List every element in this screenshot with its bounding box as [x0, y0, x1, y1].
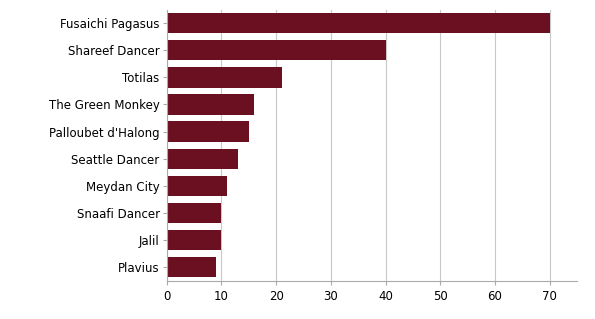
Bar	[167, 122, 249, 142]
Bar	[167, 203, 221, 223]
Bar	[167, 94, 254, 115]
Bar	[167, 176, 227, 196]
Bar	[167, 257, 216, 277]
Bar	[167, 149, 238, 169]
Bar	[167, 230, 221, 250]
Bar	[167, 13, 550, 33]
Bar	[167, 67, 281, 87]
Bar	[167, 40, 386, 60]
